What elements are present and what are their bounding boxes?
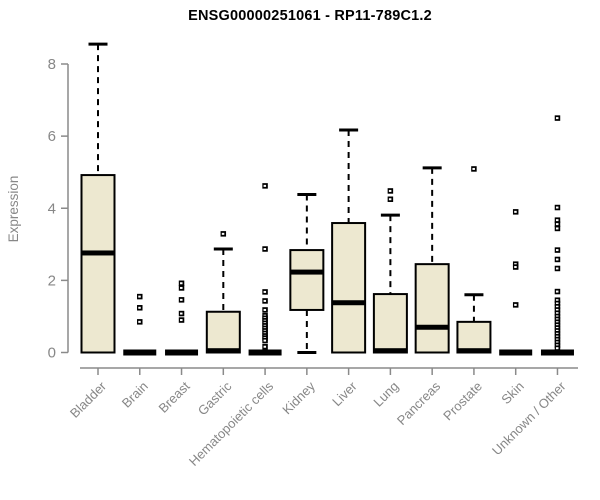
box-collapsed — [499, 349, 533, 356]
outlier-point-center — [555, 305, 559, 308]
box-group-hematopoietic-cells — [248, 183, 282, 356]
x-tick-label-liver: Liver — [329, 378, 360, 409]
outlier-point-center — [555, 344, 559, 347]
outlier-point-center — [555, 299, 559, 302]
box-group-brain — [123, 293, 157, 356]
median-line — [206, 348, 240, 354]
x-tick-label-breast: Breast — [155, 378, 192, 415]
x-tick-label-brain: Brain — [119, 379, 151, 411]
box-iqr — [289, 249, 325, 311]
box-iqr — [205, 310, 241, 354]
outlier-point-center — [263, 345, 267, 348]
box-group-liver — [331, 128, 367, 354]
box-iqr — [414, 263, 450, 354]
outlier-point-center — [555, 315, 559, 318]
box-group-prostate — [456, 166, 492, 354]
outlier-point-center — [263, 339, 267, 342]
box-group-unknown-other — [540, 115, 574, 356]
y-tick-label-0: 0 — [48, 345, 56, 362]
box-iqr — [80, 174, 116, 354]
x-tick-label-unknown-other: Unknown / Other — [489, 378, 569, 458]
outlier-point-center — [555, 227, 559, 230]
box-group-kidney — [289, 193, 325, 354]
x-tick-label-bladder: Bladder — [67, 378, 110, 421]
box-group-breast — [165, 280, 199, 356]
outlier-point-center — [263, 248, 267, 251]
outlier-point-center — [555, 302, 559, 305]
outlier-point-center — [555, 341, 559, 344]
outlier-point-center — [555, 329, 559, 332]
median-line — [81, 250, 115, 256]
outlier-point-center — [388, 189, 392, 192]
outlier-point-center — [555, 267, 559, 270]
box-group-bladder — [80, 42, 116, 354]
box-iqr — [331, 222, 367, 354]
outlier-point-center — [138, 295, 141, 298]
median-line — [290, 269, 324, 275]
box-collapsed — [123, 349, 157, 356]
outlier-point-center — [138, 306, 141, 309]
outlier-point-center — [263, 290, 267, 293]
outlier-point-center — [514, 266, 517, 269]
box-collapsed — [165, 349, 199, 356]
outlier-point-center — [555, 117, 559, 120]
outlier-point-center — [472, 167, 475, 170]
box-group-pancreas — [414, 166, 450, 354]
x-tick-label-gastric: Gastric — [195, 378, 235, 418]
median-line — [373, 348, 407, 354]
median-line — [332, 300, 366, 306]
box-group-gastric — [205, 231, 241, 354]
outlier-point-center — [555, 321, 559, 324]
box-group-skin — [499, 209, 533, 356]
outlier-point-center — [555, 219, 559, 222]
outlier-point-center — [555, 347, 559, 350]
chart-title: ENSG00000251061 - RP11-789C1.2 — [188, 8, 432, 24]
outlier-point-center — [221, 232, 225, 235]
x-tick-label-skin: Skin — [498, 379, 526, 407]
outlier-point-center — [555, 258, 559, 261]
outlier-point-center — [263, 184, 267, 187]
y-tick-label-6: 6 — [48, 128, 56, 145]
box-iqr — [372, 293, 408, 354]
outlier-point-center — [555, 338, 559, 341]
outlier-point-center — [180, 298, 183, 301]
outlier-point-center — [555, 206, 559, 209]
outlier-point-center — [388, 198, 392, 201]
outlier-point-center — [555, 332, 559, 335]
outlier-point-center — [555, 318, 559, 321]
outlier-point-center — [263, 299, 267, 302]
y-tick-label-2: 2 — [48, 272, 56, 289]
y-tick-label-4: 4 — [48, 200, 56, 217]
median-line — [415, 324, 449, 330]
outlier-point-center — [555, 249, 559, 252]
box-collapsed — [540, 349, 574, 356]
outlier-point-center — [180, 312, 183, 315]
outlier-point-center — [514, 210, 517, 213]
outlier-point-center — [514, 263, 517, 266]
box-iqr — [456, 320, 492, 354]
x-tick-label-prostate: Prostate — [440, 379, 485, 424]
x-tick-label-kidney: Kidney — [279, 378, 318, 417]
x-tick-label-pancreas: Pancreas — [394, 378, 444, 428]
outlier-point-center — [263, 308, 267, 311]
box-collapsed — [248, 349, 282, 356]
median-line — [457, 348, 491, 354]
outlier-point-center — [555, 308, 559, 311]
outlier-point-center — [555, 335, 559, 338]
outlier-point-center — [138, 320, 141, 323]
outlier-point-center — [514, 303, 517, 306]
outlier-point-center — [180, 286, 183, 289]
outlier-point-center — [555, 223, 559, 226]
box-group-lung — [372, 188, 408, 354]
outlier-point-center — [555, 326, 559, 329]
outlier-point-center — [180, 282, 183, 285]
x-tick-label-lung: Lung — [370, 379, 401, 410]
outlier-point-center — [555, 324, 559, 327]
outlier-point-center — [180, 319, 183, 322]
y-tick-label-8: 8 — [48, 56, 56, 73]
outlier-point-center — [555, 312, 559, 315]
outlier-point-center — [555, 290, 559, 293]
